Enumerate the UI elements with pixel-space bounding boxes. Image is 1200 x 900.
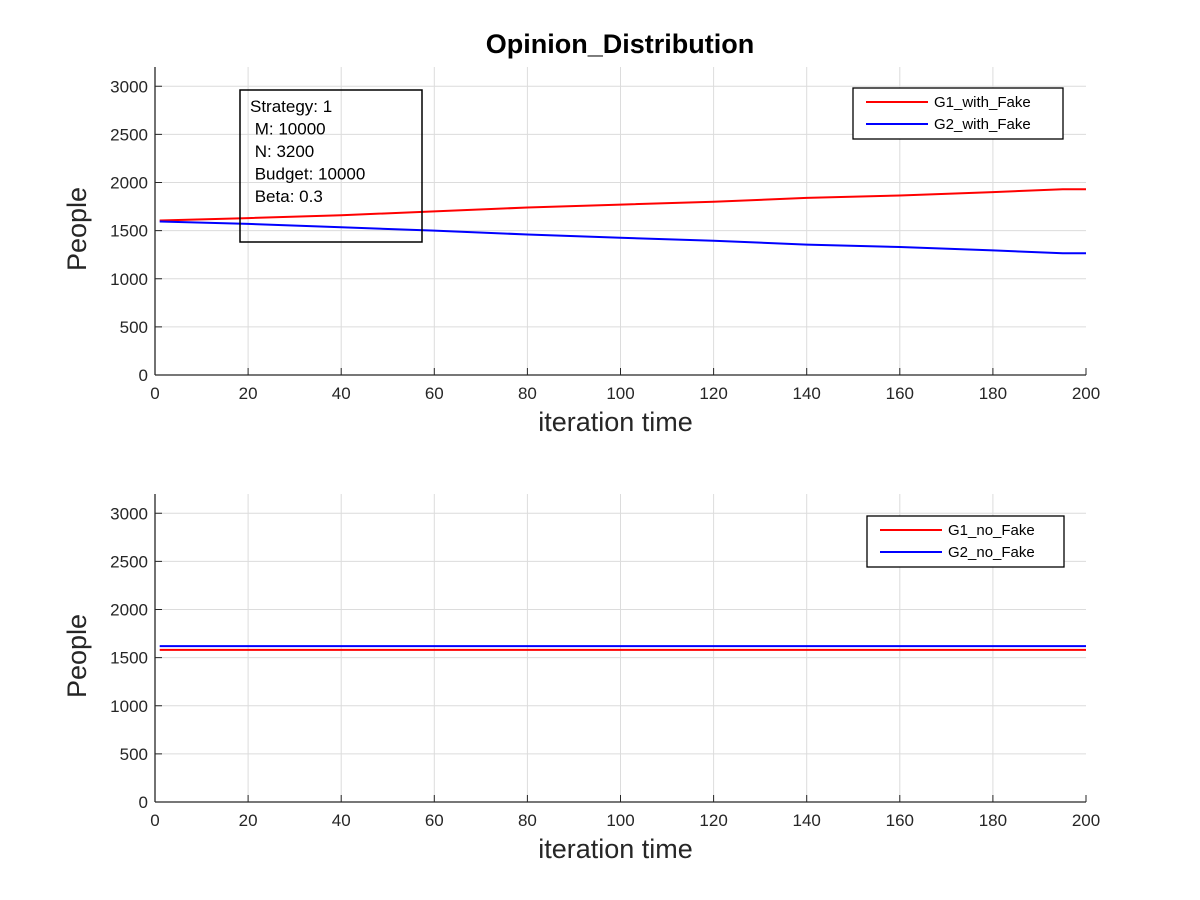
y-tick-label: 500 [120,318,148,337]
x-tick-label: 0 [150,811,159,830]
x-tick-label: 0 [150,384,159,403]
x-axis-label: iteration time [538,834,693,864]
annotation-line: Strategy: 1 [250,97,332,116]
x-tick-label: 160 [886,384,914,403]
x-axis-label: iteration time [538,407,693,437]
x-tick-label: 140 [793,384,821,403]
x-tick-label: 80 [518,384,537,403]
annotation-line: Beta: 0.3 [250,187,323,206]
x-tick-label: 200 [1072,384,1100,403]
y-tick-label: 3000 [110,77,148,96]
x-tick-label: 20 [239,811,258,830]
x-tick-label: 40 [332,384,351,403]
x-tick-label: 60 [425,384,444,403]
x-tick-label: 180 [979,811,1007,830]
y-tick-label: 0 [139,366,148,385]
y-tick-label: 1000 [110,270,148,289]
x-tick-label: 60 [425,811,444,830]
y-tick-label: 1500 [110,649,148,668]
y-tick-label: 2500 [110,125,148,144]
legend-entry: G1_no_Fake [948,522,1035,539]
x-tick-label: 200 [1072,811,1100,830]
top-chart-panel: 0 20 40 60 80 100 120 140 160 180 2000500100015002… [62,67,1100,437]
y-tick-label: 0 [139,793,148,812]
y-axis-label: People [62,187,92,271]
annotation-line: N: 3200 [250,142,314,161]
legend-box [866,515,1065,568]
x-tick-label: 180 [979,384,1007,403]
x-tick-label: 100 [606,811,634,830]
y-tick-label: 1500 [110,222,148,241]
y-tick-label: 500 [120,745,148,764]
figure-title: Opinion_Distribution [486,29,754,59]
legend-entry: G2_with_Fake [934,116,1031,133]
x-tick-label: 40 [332,811,351,830]
x-tick-label: 140 [793,811,821,830]
x-tick-label: 120 [699,811,727,830]
y-tick-label: 1000 [110,697,148,716]
annotation-line: Budget: 10000 [250,165,365,184]
series-line-g2-with-fake [159,220,1086,255]
x-tick-label: 100 [606,384,634,403]
annotation-line: M: 10000 [250,120,326,139]
y-axis-label: People [62,614,92,698]
series-line-g1-with-fake [159,188,1086,222]
legend-entry: G2_no_Fake [948,544,1035,561]
y-tick-label: 3000 [110,504,148,523]
x-tick-label: 20 [239,384,258,403]
y-tick-label: 2500 [110,552,148,571]
legend-box [852,87,1064,140]
annotation-box [239,89,423,243]
legend-entry: G1_with_Fake [934,94,1031,111]
y-tick-label: 2000 [110,174,148,193]
y-tick-label: 2000 [110,601,148,620]
x-tick-label: 80 [518,811,537,830]
x-tick-label: 120 [699,384,727,403]
bottom-chart-panel: 0 20 40 60 80 100 120 140 160 180 2000500100015002… [62,494,1100,864]
x-tick-label: 160 [886,811,914,830]
